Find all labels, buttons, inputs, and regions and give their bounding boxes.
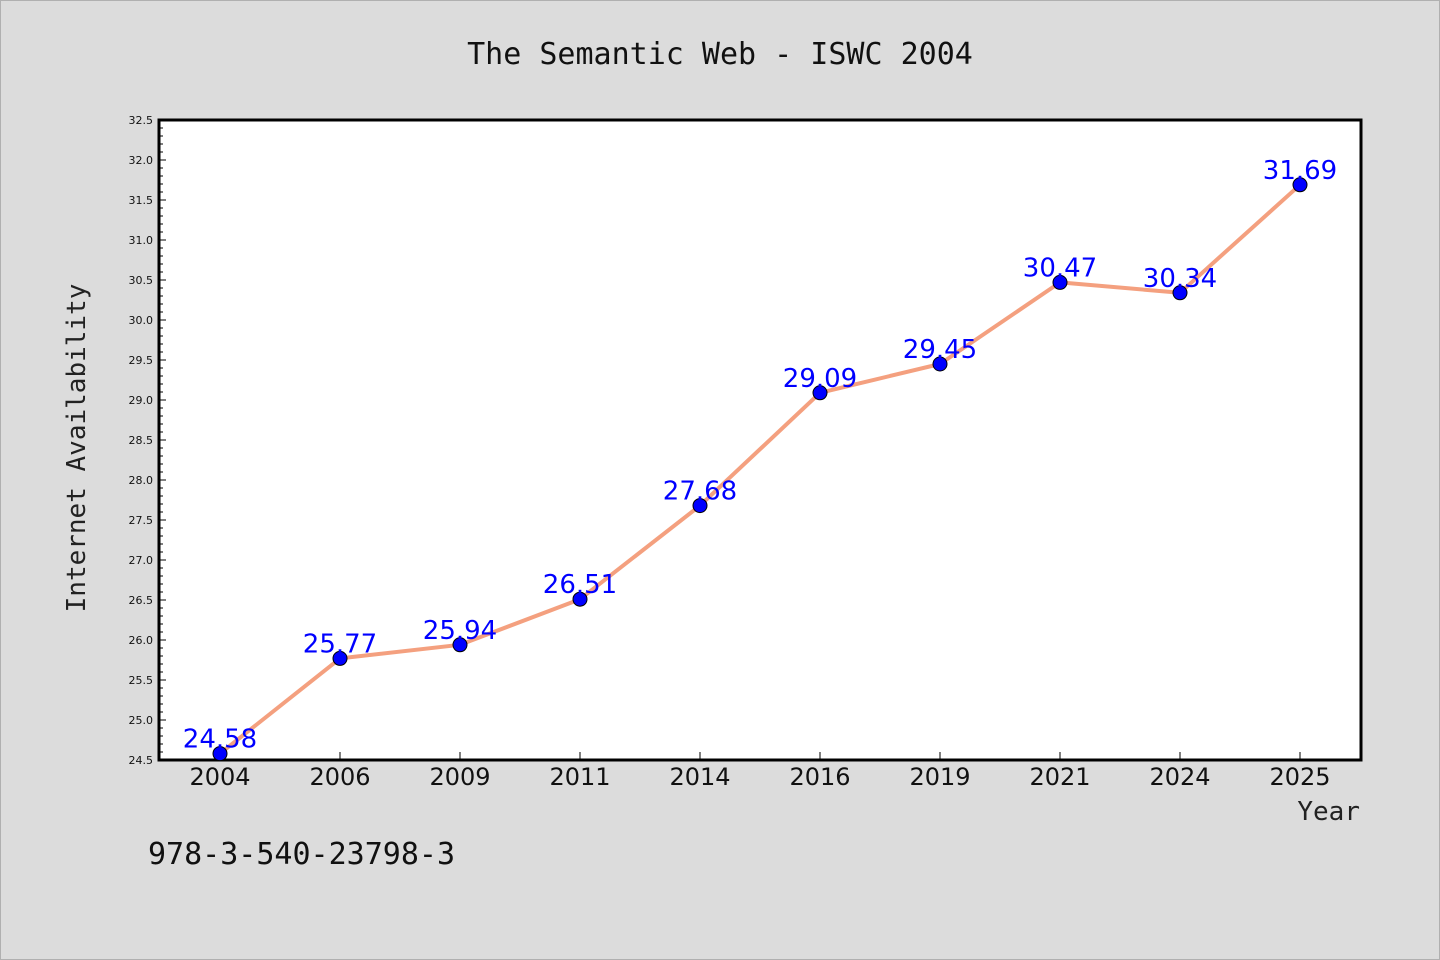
x-tick-label: 2024: [1149, 763, 1210, 791]
y-tick-label: 32.5: [129, 114, 154, 127]
y-tick-label: 26.0: [129, 634, 154, 647]
data-label: 24.58: [183, 725, 257, 755]
x-tick-label: 2021: [1029, 763, 1090, 791]
y-tick-label: 25.5: [129, 674, 154, 687]
x-tick-label: 2006: [309, 763, 370, 791]
x-axis: 2004 2006 2009 2011 2014 2016 2019 2021 2024 2025: [189, 752, 1331, 791]
y-tick-label: 28.5: [129, 434, 154, 447]
markers-group: [212, 177, 1308, 762]
data-point: [332, 650, 348, 666]
x-tick-label: 2004: [189, 763, 250, 791]
y-tick-label: 31.0: [129, 234, 154, 247]
series-line-group: [218, 183, 1302, 756]
plot-area: [157, 118, 1363, 762]
y-tick-label: 25.0: [129, 714, 154, 727]
data-labels-group: 24.58 25.77 25.94 26.51 27.68 29.09 29.45 30.47…: [183, 156, 1337, 755]
data-label: 25.77: [303, 629, 377, 659]
x-tick-label: 2014: [669, 763, 730, 791]
data-label: 29.45: [903, 335, 977, 365]
data-point: [692, 498, 708, 514]
x-tick-label: 2011: [549, 763, 610, 791]
data-point: [212, 746, 228, 762]
y-tick-label: 27.0: [129, 554, 154, 567]
y-axis: 24.5 25.0 25.5 26.0 26.5 27.0 27.5 28.0 28.5 29.0…: [129, 114, 166, 767]
data-label: 30.34: [1143, 264, 1217, 294]
data-label: 27.68: [663, 477, 737, 507]
y-tick-label: 29.5: [129, 354, 154, 367]
data-point: [1172, 285, 1188, 301]
y-tick-label: 26.5: [129, 594, 154, 607]
data-point: [1292, 177, 1308, 193]
x-axis-label: Year: [1297, 797, 1360, 827]
y-tick-label: 27.5: [129, 514, 154, 527]
x-tick-label: 2016: [789, 763, 850, 791]
data-label: 29.09: [783, 364, 857, 394]
data-point: [572, 591, 588, 607]
data-point: [1052, 274, 1068, 290]
y-axis-label: Internet Availability: [62, 284, 92, 613]
isbn-annotation: 978-3-540-23798-3: [148, 837, 455, 872]
x-tick-label: 2019: [909, 763, 970, 791]
data-point: [932, 356, 948, 372]
data-point: [812, 385, 828, 401]
x-tick-label: 2009: [429, 763, 490, 791]
y-tick-label: 32.0: [129, 154, 154, 167]
data-label: 25.94: [423, 616, 497, 646]
y-tick-label: 24.5: [129, 754, 154, 767]
data-label: 31.69: [1263, 156, 1337, 186]
y-tick-label: 30.5: [129, 274, 154, 287]
data-point: [452, 637, 468, 653]
y-tick-label: 29.0: [129, 394, 154, 407]
chart-title: The Semantic Web - ISWC 2004: [467, 37, 973, 72]
y-tick-label: 31.5: [129, 194, 154, 207]
data-label: 26.51: [543, 570, 617, 600]
series-line: [218, 183, 1302, 756]
x-tick-label: 2025: [1269, 763, 1330, 791]
y-tick-label: 28.0: [129, 474, 154, 487]
y-tick-label: 30.0: [129, 314, 154, 327]
data-label: 30.47: [1023, 253, 1097, 283]
